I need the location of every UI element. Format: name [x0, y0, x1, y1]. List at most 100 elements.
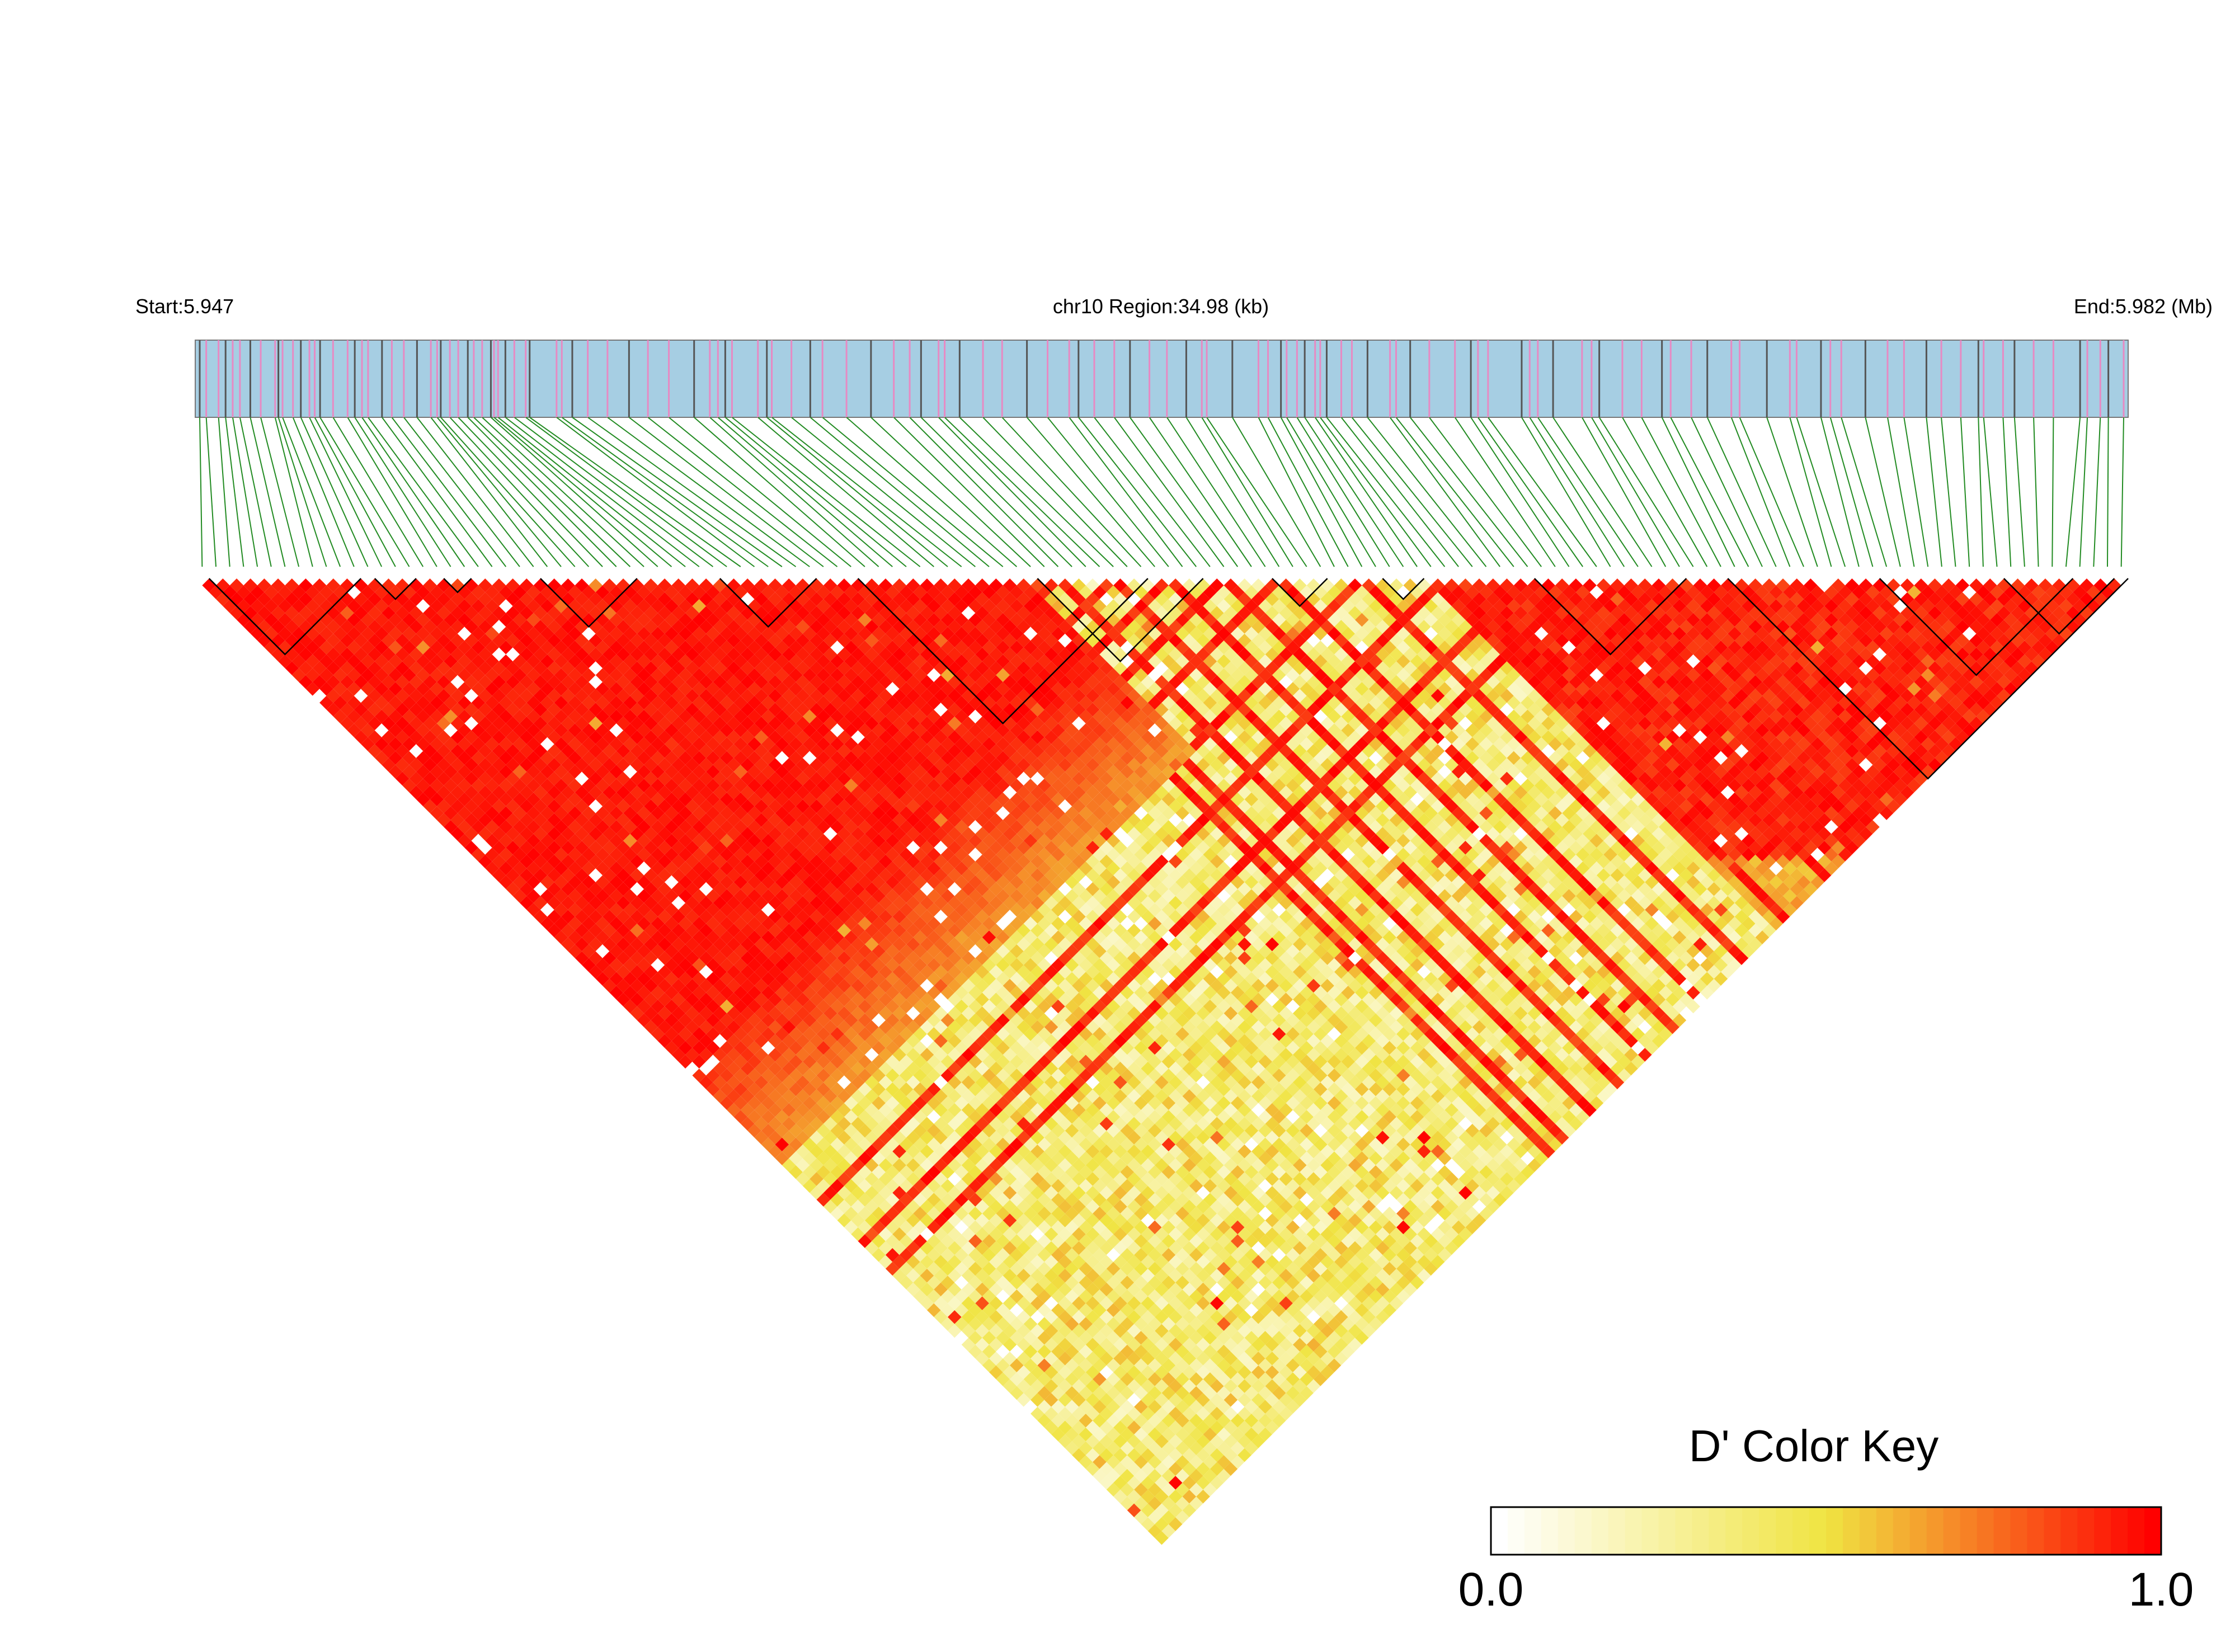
ld-cell — [409, 744, 424, 758]
ld-cell — [616, 978, 630, 993]
snp-connector-line — [529, 417, 741, 567]
ld-cell — [906, 1185, 920, 1200]
ld-cell — [761, 1110, 775, 1124]
snp-connector-line — [1841, 417, 1888, 567]
ld-cell — [1210, 1476, 1224, 1490]
ld-cell — [540, 848, 554, 862]
ld-cell — [519, 799, 534, 813]
ld-cell — [954, 1317, 968, 1331]
snp-connector-line — [1078, 417, 1197, 567]
ld-cell — [554, 902, 568, 917]
ld-cell — [416, 778, 430, 793]
ld-cell — [589, 937, 603, 952]
ld-cell — [416, 751, 430, 765]
ld-cell — [326, 689, 341, 703]
ld-cell — [374, 723, 389, 737]
ld-cell — [616, 965, 630, 979]
ld-cell — [485, 834, 499, 848]
ld-cell — [954, 1220, 968, 1235]
ld-cell — [506, 785, 520, 799]
ld-cell — [368, 647, 382, 662]
snp-connector-line — [647, 417, 838, 567]
snp-connector-line — [556, 417, 755, 567]
snp-connector-line — [416, 417, 534, 567]
ld-cell — [319, 682, 333, 696]
ld-cell — [382, 647, 396, 662]
ld-cell — [1085, 1462, 1100, 1476]
ld-cell — [844, 1137, 858, 1152]
ld-cell — [1051, 1317, 1065, 1331]
snp-connector-line — [1409, 417, 1528, 567]
ld-cell — [1051, 1358, 1065, 1373]
ld-cell — [940, 1220, 955, 1235]
ld-cell — [678, 958, 693, 972]
snp-connector-line — [920, 417, 1072, 567]
ld-cell — [864, 1172, 879, 1186]
ld-cell — [409, 757, 424, 772]
ld-cell — [444, 820, 458, 834]
ld-cell — [485, 778, 499, 793]
ld-cell — [423, 730, 437, 745]
ld-cell — [1037, 1414, 1052, 1428]
ld-cell — [333, 654, 347, 669]
ld-cell — [319, 641, 333, 655]
ld-cell — [368, 661, 382, 675]
ld-cell — [892, 1185, 906, 1200]
snp-connector-line — [239, 417, 272, 567]
ld-cell — [940, 1276, 955, 1289]
snp-connector-line — [449, 417, 590, 567]
ld-cell — [395, 703, 410, 717]
snp-connector-line — [218, 417, 230, 567]
ld-cell — [761, 1096, 775, 1110]
ld-cell — [1023, 1289, 1038, 1303]
ld-cell — [471, 792, 486, 807]
ld-cell — [796, 1131, 810, 1145]
ld-cell — [1037, 1330, 1052, 1345]
ld-cell — [892, 1213, 906, 1227]
ld-cell — [699, 1020, 713, 1034]
ld-cell — [1058, 1352, 1072, 1366]
ld-cell — [858, 1220, 872, 1235]
ld-cell — [858, 1165, 872, 1179]
ld-cell — [368, 744, 382, 758]
ld-cell — [471, 751, 486, 765]
ld-cell — [436, 785, 451, 799]
snp-connector-line — [1069, 417, 1183, 567]
ld-cell — [844, 1193, 858, 1207]
ld-cell — [816, 1179, 831, 1193]
snp-connector-line — [822, 417, 1004, 567]
ld-cell — [906, 1199, 920, 1214]
ld-cell — [299, 592, 313, 606]
ld-cell — [589, 882, 603, 896]
ld-cell — [312, 606, 327, 620]
ld-cell — [457, 834, 472, 848]
snp-connector-line — [1641, 417, 1721, 567]
ld-cell — [285, 661, 299, 675]
ld-cell — [506, 827, 520, 841]
ld-cell — [333, 695, 347, 710]
ld-cell — [1010, 1358, 1024, 1373]
ld-cell — [547, 813, 561, 827]
ld-cell — [651, 999, 665, 1014]
ld-cell — [409, 661, 424, 675]
ld-cell — [409, 703, 424, 717]
ld-cell — [906, 1172, 920, 1186]
ld-cell — [1106, 1414, 1121, 1428]
ld-cell — [361, 613, 375, 627]
snp-connector-line — [771, 417, 962, 567]
ld-cell — [285, 606, 299, 620]
ld-cell — [1010, 1372, 1024, 1386]
ld-cell — [1010, 1317, 1024, 1331]
ld-cell — [506, 868, 520, 882]
ld-cell — [603, 868, 617, 882]
ld-cell — [361, 682, 375, 696]
ld-cell — [1161, 1496, 1176, 1510]
snp-connector-line — [430, 417, 548, 567]
ld-cell — [713, 992, 727, 1007]
ld-cell — [519, 854, 534, 869]
ld-cell — [436, 813, 451, 827]
ld-cell — [844, 1110, 858, 1124]
ld-cell — [940, 1248, 955, 1262]
ld-cell — [685, 1061, 699, 1076]
ld-cell — [416, 737, 430, 751]
